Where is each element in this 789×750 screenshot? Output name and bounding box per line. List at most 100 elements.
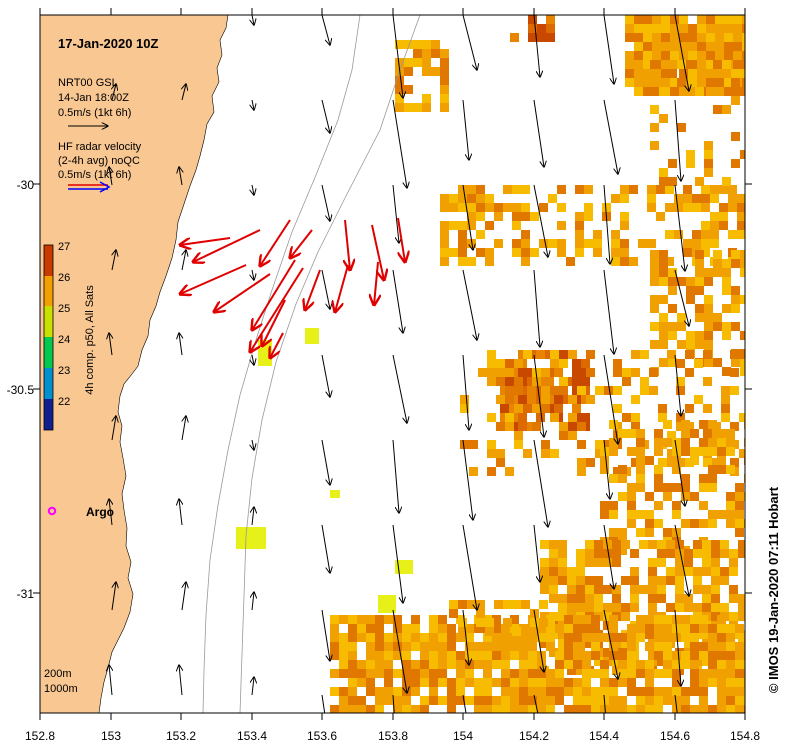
sst-pixel — [695, 304, 704, 313]
depth-label-200m: 200m — [44, 668, 72, 680]
sst-pixel — [733, 42, 742, 51]
sst-pixel — [717, 660, 726, 669]
sst-pixel — [429, 696, 438, 705]
sst-pixel — [458, 618, 467, 627]
model-current-arrow — [462, 694, 467, 713]
sst-pixel — [431, 40, 440, 49]
sst-pixel — [726, 519, 735, 528]
sst-pixel — [686, 331, 695, 340]
sst-pixel — [429, 678, 438, 687]
sst-pixel — [668, 277, 677, 286]
sst-pixel — [676, 359, 685, 368]
sst-pixel — [600, 465, 609, 474]
sst-pixel — [395, 58, 404, 67]
sst-pixel — [536, 413, 545, 422]
sst-pixel — [557, 221, 566, 230]
model-current-arrow — [392, 269, 403, 333]
sst-pixel — [625, 51, 634, 60]
sst-pixel — [719, 212, 728, 221]
sst-pixel — [717, 447, 726, 456]
sst-pixel — [530, 627, 539, 636]
sst-pixel — [663, 528, 672, 537]
sst-pixel — [330, 615, 339, 624]
sst-pixel — [735, 492, 744, 501]
sst-pixel — [621, 603, 630, 612]
sst-pixel — [733, 69, 742, 78]
sst-pixel — [684, 567, 693, 576]
sst-pixel — [650, 105, 659, 114]
sst-pixel — [648, 594, 657, 603]
sst-pixel — [402, 624, 411, 633]
sst-pixel — [627, 492, 636, 501]
sst-pixel — [563, 350, 572, 359]
sst-pixel — [357, 696, 366, 705]
sst-pixel — [546, 15, 555, 24]
sst-pixel — [537, 678, 546, 687]
sst-pixel — [545, 377, 554, 386]
sst-pixel — [706, 51, 715, 60]
sst-pixel — [627, 687, 636, 696]
sst-pixel — [609, 474, 618, 483]
sst-pixel — [375, 633, 384, 642]
sst-pixel — [536, 386, 545, 395]
sst-pixel — [684, 594, 693, 603]
sst-pixel — [735, 660, 744, 669]
sst-pixel — [492, 651, 501, 660]
sst-pixel — [330, 705, 339, 713]
sst-pixel — [711, 585, 720, 594]
sst-pixel — [366, 687, 375, 696]
sst-pixel — [573, 615, 582, 624]
sst-pixel — [693, 549, 702, 558]
sst-pixel — [384, 651, 393, 660]
sst-pixel — [685, 404, 694, 413]
sst-pixel — [339, 633, 348, 642]
radar-legend-line1: HF radar velocity — [58, 141, 142, 153]
sst-pixel — [663, 642, 672, 651]
sst-pixel — [549, 594, 558, 603]
sst-pixel — [740, 150, 745, 159]
sst-pixel — [686, 340, 695, 349]
sst-pixel — [630, 594, 639, 603]
argo-float-marker[interactable] — [47, 506, 57, 516]
sst-pixel — [670, 33, 679, 42]
sst-pixel — [672, 456, 681, 465]
sst-pixel — [402, 669, 411, 678]
sst-pixel — [639, 585, 648, 594]
sst-pixel — [609, 528, 618, 537]
sst-pixel — [420, 705, 429, 713]
sst-pixel — [413, 40, 422, 49]
sst-pixel-layer — [236, 15, 745, 713]
sst-pixel — [530, 212, 539, 221]
model-current-arrow — [533, 694, 539, 713]
sst-pixel — [726, 687, 735, 696]
sst-pixel — [456, 687, 465, 696]
sst-pixel — [620, 239, 629, 248]
sst-pixel — [539, 618, 548, 627]
sst-pixel — [636, 474, 645, 483]
model-legend-line2: 14-Jan 18:00Z — [58, 92, 129, 104]
sst-pixel — [648, 567, 657, 576]
sst-pixel — [438, 615, 447, 624]
sst-pixel — [465, 660, 474, 669]
sst-pixel — [667, 458, 676, 467]
sst-pixel — [594, 549, 603, 558]
sst-pixel — [411, 642, 420, 651]
sst-pixel — [550, 386, 559, 395]
x-tick-label: 154.8 — [730, 729, 760, 743]
sst-pixel — [429, 660, 438, 669]
x-tick-label: 154.6 — [660, 729, 690, 743]
sst-pixel — [609, 624, 618, 633]
sst-pixel — [604, 386, 613, 395]
sst-pixel — [609, 501, 618, 510]
sst-pixel — [663, 669, 672, 678]
sst-pixel — [721, 386, 730, 395]
sst-pixel — [539, 203, 548, 212]
sst-pixel — [510, 696, 519, 705]
sst-pixel — [474, 642, 483, 651]
sst-pixel — [702, 594, 711, 603]
model-current-arrow — [179, 665, 182, 696]
model-current-arrow — [603, 15, 614, 84]
sst-pixel — [672, 660, 681, 669]
sst-pixel — [600, 633, 609, 642]
sst-pixel — [704, 304, 713, 313]
